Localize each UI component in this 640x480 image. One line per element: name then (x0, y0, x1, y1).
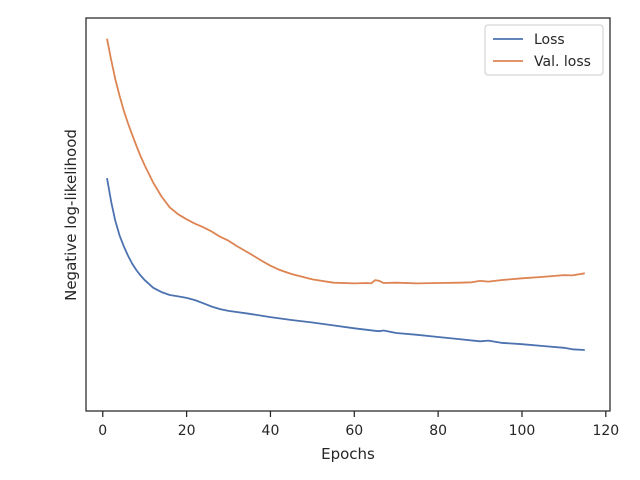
legend-box (484, 24, 604, 76)
series-layer (106, 38, 585, 351)
x-tick-label: 20 (178, 423, 196, 439)
y-axis-label: Negative log-likelihood (62, 129, 80, 301)
x-tick-label: 60 (345, 423, 363, 439)
legend: Loss Val. loss (484, 24, 604, 76)
x-tick-label: 80 (429, 423, 447, 439)
plot-area (86, 18, 610, 411)
plot-frame (85, 17, 611, 412)
x-tick-label: 120 (592, 423, 619, 439)
x-tick-label: 100 (509, 423, 536, 439)
x-axis-ticks: 0 20 40 60 80 100 120 (98, 411, 619, 439)
x-tick-label: 0 (98, 423, 107, 439)
legend-label: Loss (534, 32, 565, 48)
legend-label: Val. loss (534, 54, 591, 70)
series-line-loss (106, 177, 585, 351)
x-tick-label: 40 (262, 423, 280, 439)
series-line-val-loss (106, 38, 585, 285)
x-axis-label: Epochs (321, 445, 375, 463)
